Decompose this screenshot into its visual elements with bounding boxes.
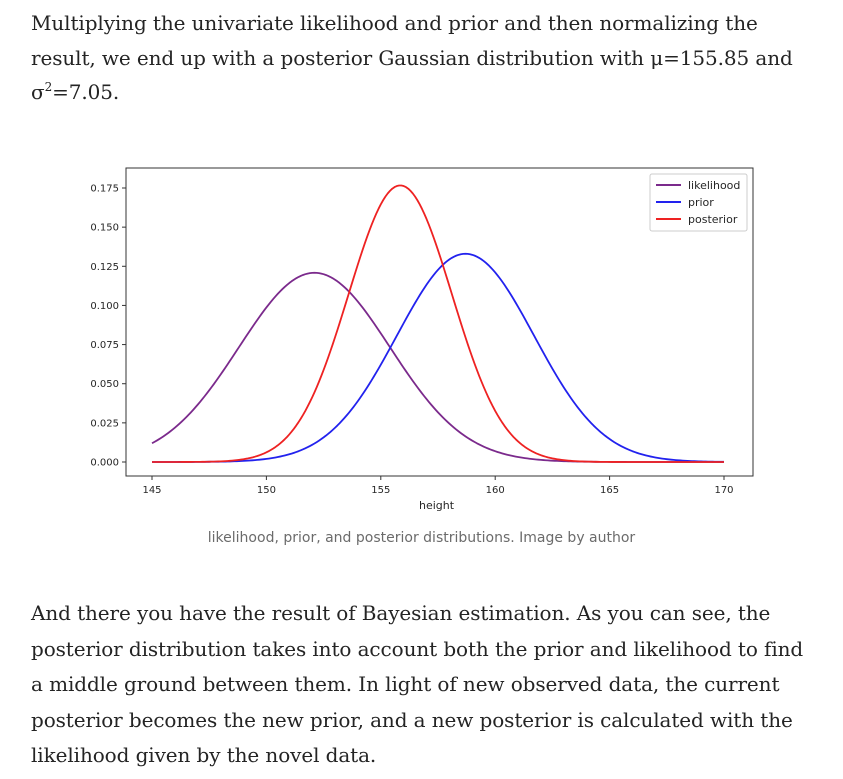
series-line-likelihood xyxy=(151,271,724,463)
axes-frame xyxy=(125,167,754,477)
y-tick-label: 0.150 xyxy=(90,223,119,234)
x-tick-label: 145 xyxy=(142,485,161,496)
variance-value: =7.05. xyxy=(52,80,120,105)
sigma-symbol: σ xyxy=(31,80,45,105)
series-line-prior xyxy=(152,252,725,463)
outro-line-2: posterior distribution takes into accoun… xyxy=(31,636,804,661)
y-tick-label: 0.075 xyxy=(90,340,119,351)
y-tick-label: 0.175 xyxy=(90,184,119,195)
outro-line-4: posterior becomes the new prior, and a n… xyxy=(31,707,793,732)
y-tick-label: 0.125 xyxy=(90,262,119,273)
outro-line-3: a middle ground between them. In light o… xyxy=(31,672,780,696)
outro-line-5: likelihood given by the novel data. xyxy=(31,743,377,767)
intro-paragraph: Multiplying the univariate likelihood an… xyxy=(31,6,793,110)
intro-line-1: Multiplying the univariate likelihood an… xyxy=(31,11,758,35)
intro-line-2: result, we end up with a posterior Gauss… xyxy=(31,45,793,70)
outro-paragraph: And there you have the result of Bayesia… xyxy=(31,596,803,774)
x-tick-label: 165 xyxy=(600,485,619,496)
y-tick-label: 0.000 xyxy=(90,458,119,469)
intro-line-3: σ2=7.05. xyxy=(31,75,793,110)
series-line-posterior xyxy=(152,184,724,463)
figure-caption: likelihood, prior, and posterior distrib… xyxy=(207,530,636,546)
plot-area: 0.000 0.025 0.050 0.075 0.100 0.125 0.150 0.175… xyxy=(90,167,754,512)
outro-line-1: And there you have the result of Bayesia… xyxy=(31,601,771,625)
sigma-exponent: 2 xyxy=(44,80,53,95)
legend-label-likelihood: likelihood xyxy=(688,179,740,192)
y-tick-label: 0.100 xyxy=(90,301,119,312)
y-tick-label: 0.050 xyxy=(90,379,119,390)
legend-box xyxy=(649,173,748,232)
x-tick-label: 170 xyxy=(714,485,733,496)
x-tick-label: 150 xyxy=(257,485,276,496)
y-tick-label: 0.025 xyxy=(90,418,119,429)
legend-label-prior: prior xyxy=(688,196,714,209)
x-tick-label: 160 xyxy=(486,485,505,496)
legend-label-posterior: posterior xyxy=(688,213,738,226)
x-tick-label: 155 xyxy=(371,485,390,496)
x-axis-label: height xyxy=(419,499,455,512)
